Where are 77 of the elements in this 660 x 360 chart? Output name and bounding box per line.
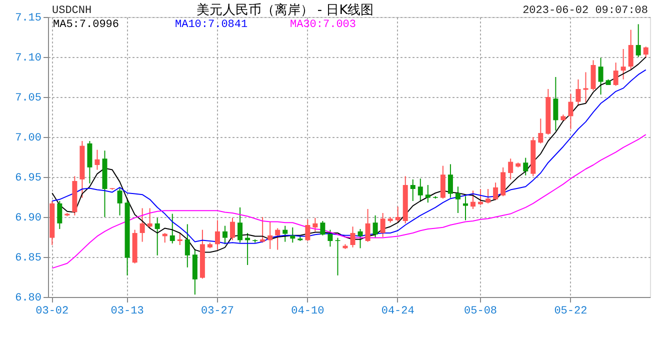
candlestick	[568, 93, 574, 130]
candlestick	[576, 78, 581, 106]
candlestick	[493, 182, 498, 201]
x-tick-label: 04-10	[291, 306, 324, 318]
candlestick	[628, 29, 634, 70]
candlestick	[636, 24, 641, 58]
y-tick-label: 7.00	[15, 132, 42, 144]
candlestick	[486, 188, 491, 204]
x-tick-label: 05-08	[464, 306, 498, 318]
y-tick-label: 6.95	[15, 172, 42, 184]
x-tick-label: 05-22	[554, 306, 588, 318]
y-tick-label: 6.85	[15, 252, 42, 264]
candlestick	[328, 229, 333, 248]
candlestick	[583, 72, 588, 104]
candlestick	[523, 157, 528, 176]
candlestick	[538, 118, 544, 144]
candlestick	[372, 214, 378, 238]
text: 2023-06-02 09:07:08	[522, 5, 648, 17]
candlestick	[395, 206, 400, 224]
candlestick	[553, 76, 558, 132]
x-tick-label: 04-24	[381, 306, 415, 318]
candlestick	[470, 190, 476, 210]
y-tick-label: 6.80	[15, 292, 42, 304]
candlestick	[290, 226, 296, 244]
candlestick	[170, 213, 175, 244]
y-tick-label: 7.05	[15, 92, 42, 104]
candlestick	[305, 218, 310, 242]
candlestick	[365, 208, 370, 242]
candlestick	[184, 224, 190, 268]
candlestick	[448, 164, 453, 198]
candlestick	[358, 228, 363, 249]
candlestick	[117, 188, 122, 216]
candlestick	[380, 212, 386, 238]
candlestick	[312, 217, 318, 232]
text: MA5:7.0996	[53, 19, 120, 31]
text: USDCNH	[52, 5, 92, 17]
candlestick	[425, 184, 430, 204]
candlestick	[230, 217, 236, 241]
candlestick	[500, 166, 506, 197]
candlestick	[455, 186, 460, 214]
candlestick	[590, 60, 596, 92]
candlestick	[418, 178, 423, 202]
x-tick-label: 03-27	[200, 306, 234, 318]
candlestick	[462, 196, 468, 221]
candlestick	[57, 200, 62, 230]
candlestick	[260, 216, 266, 244]
y-tick-label: 7.15	[15, 12, 42, 24]
candlestick	[214, 220, 220, 250]
candlestick	[335, 237, 340, 276]
y-tick-label: 6.90	[15, 212, 42, 224]
candlestick	[320, 220, 326, 236]
candlestick	[94, 149, 100, 170]
text: MA30:7.003	[290, 19, 356, 31]
x-tick-label: 03-13	[110, 306, 144, 318]
candlestick	[140, 208, 145, 242]
candlestick	[154, 217, 160, 256]
candlestick	[177, 232, 182, 246]
candlestick	[147, 208, 152, 229]
candlestick	[508, 158, 514, 180]
line-series	[52, 134, 646, 269]
x-tick-label: 03-02	[36, 306, 69, 318]
candlestick	[282, 225, 288, 242]
candlestick	[87, 140, 92, 184]
candlestick	[410, 178, 416, 202]
candlestick	[613, 62, 618, 86]
candlestick	[620, 48, 626, 80]
candlestick	[440, 165, 446, 200]
candlestick	[238, 206, 243, 244]
candlestick	[275, 228, 280, 250]
candlestick	[598, 57, 604, 96]
candlestick	[222, 225, 228, 245]
y-tick-label: 7.10	[15, 52, 42, 64]
candlestick	[350, 226, 356, 248]
chart-title: 美元人民币（离岸） - 日K线图	[196, 2, 374, 18]
candlestick	[268, 221, 273, 250]
candlestick	[643, 46, 648, 58]
text: MA10:7.0841	[175, 19, 248, 31]
